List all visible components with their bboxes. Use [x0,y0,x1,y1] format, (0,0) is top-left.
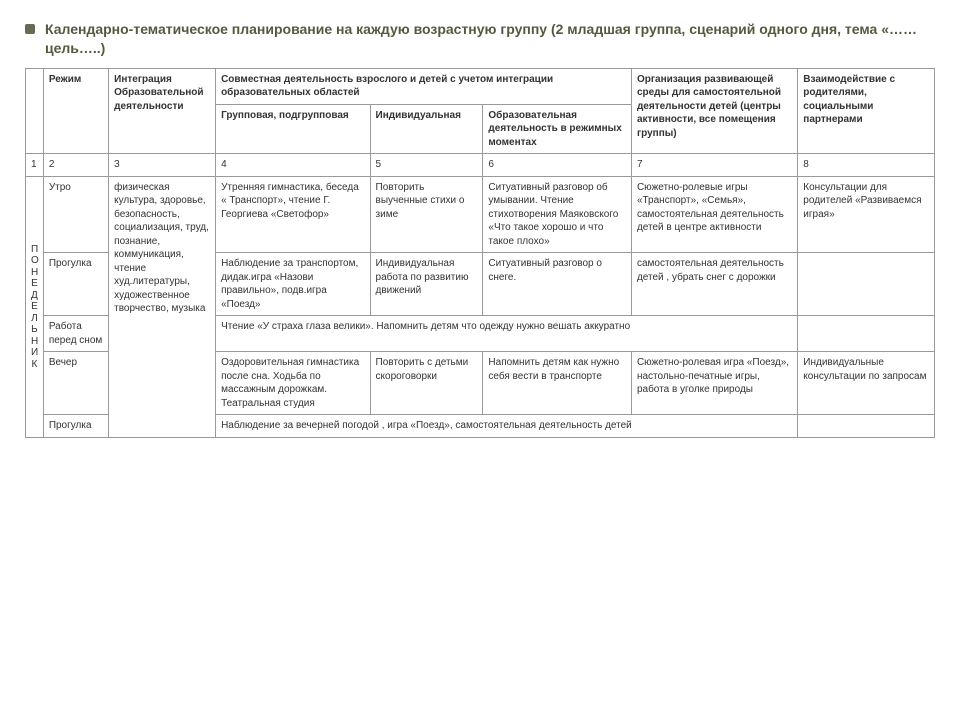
header-edu-regime: Образовательная деятельность в режимных … [483,104,632,154]
regime-walk2: Прогулка [43,415,108,438]
morning-group: Утренняя гимнастика, беседа « Транспорт»… [216,176,370,253]
morning-individual: Повторить выученные стихи о зиме [370,176,483,253]
planning-table: Режим Интеграция Образовательной деятель… [25,68,935,438]
morning-parents: Консультации для родителей «Развиваемся … [798,176,935,253]
header-col1 [26,68,44,154]
num-7: 7 [631,154,797,177]
morning-env: Сюжетно-ролевые игры «Транспорт», «Семья… [631,176,797,253]
header-group: Групповая, подгрупповая [216,104,370,154]
num-5: 5 [370,154,483,177]
evening-parents: Индивидуальные консультации по запросам [798,352,935,415]
header-joint: Совместная деятельность взрослого и дете… [216,68,632,104]
page-title: Календарно-тематическое планирование на … [45,20,935,58]
walk1-env: самостоятельная деятельность детей , убр… [631,253,797,316]
morning-edu: Ситуативный разговор об умывании. Чтение… [483,176,632,253]
evening-edu: Напомнить детям как нужно себя вести в т… [483,352,632,415]
regime-walk1: Прогулка [43,253,108,316]
walk1-parents [798,253,935,316]
title-bullet [25,24,35,34]
header-environment: Организация развивающей среды для самост… [631,68,797,154]
regime-evening: Вечер [43,352,108,415]
evening-env: Сюжетно-ролевая игра «Поезд», настольно-… [631,352,797,415]
num-1: 1 [26,154,44,177]
num-2: 2 [43,154,108,177]
regime-morning: Утро [43,176,108,253]
header-parents: Взаимодействие с родителями, социальными… [798,68,935,154]
evening-individual: Повторить с детьми скороговорки [370,352,483,415]
num-4: 4 [216,154,370,177]
num-3: 3 [109,154,216,177]
integration-cell: физическая культура, здоровье, безопасно… [109,176,216,437]
num-8: 8 [798,154,935,177]
header-individual: Индивидуальная [370,104,483,154]
header-integration: Интеграция Образовательной деятельности [109,68,216,154]
regime-presleep: Работа перед сном [43,316,108,352]
presleep-parents [798,316,935,352]
num-6: 6 [483,154,632,177]
day-label: ПОНЕДЕЛЬНИК [26,176,44,437]
walk1-group: Наблюдение за транспортом, дидак.игра «Н… [216,253,370,316]
evening-group: Оздоровительная гимнастика после сна. Хо… [216,352,370,415]
presleep-merged: Чтение «У страха глаза велики». Напомнит… [216,316,798,352]
walk2-parents [798,415,935,438]
walk1-edu: Ситуативный разговор о снеге. [483,253,632,316]
header-regime: Режим [43,68,108,154]
walk2-merged: Наблюдение за вечерней погодой , игра «П… [216,415,798,438]
walk1-individual: Индивидуальная работа по развитию движен… [370,253,483,316]
